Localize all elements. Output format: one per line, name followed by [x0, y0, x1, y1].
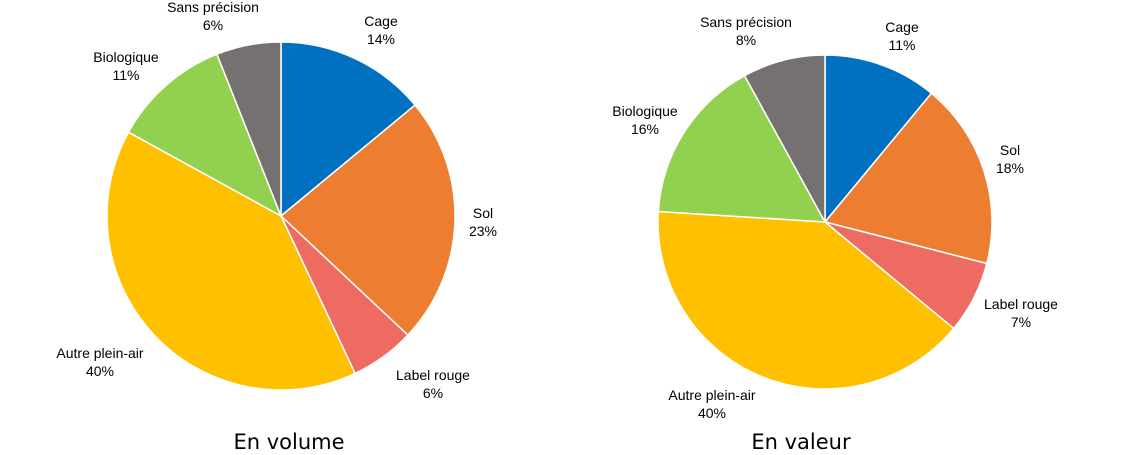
slice-label-label-rouge: Label rouge 7% — [984, 296, 1058, 330]
slice-category-label: Biologique — [612, 103, 678, 119]
slice-value-label: 23% — [469, 223, 497, 239]
slice-label-label-rouge: Label rouge 6% — [396, 367, 470, 401]
pie-chart-value: Cage 11% Sol 18% Label rouge 7% Autre plein-ai… — [612, 14, 1058, 421]
slice-value-label: 11% — [113, 67, 140, 83]
slice-label-cage: Cage 14% — [364, 13, 398, 47]
slice-label-autre-plein-air: Autre plein-air 40% — [56, 345, 143, 379]
slice-label-sans-precision: Sans précision 6% — [167, 0, 259, 33]
slice-value-label: 16% — [631, 121, 659, 137]
chart-title-value: En valeur — [751, 430, 851, 454]
pie-slice-biologique — [127, 53, 282, 217]
slice-label-sol: Sol 23% — [469, 205, 497, 239]
slice-category-label: Sol — [1000, 142, 1020, 158]
slice-label-sol: Sol 18% — [996, 142, 1024, 176]
slice-label-autre-plein-air: Autre plein-air 40% — [668, 387, 755, 421]
slice-category-label: Cage — [364, 13, 398, 29]
slice-value-label: 18% — [996, 160, 1024, 176]
slice-value-label: 8% — [736, 32, 756, 48]
slice-category-label: Label rouge — [396, 367, 470, 383]
pie-chart-volume: Cage 14% Sol 23% Label rouge 6% Autre plein-ai… — [56, 0, 497, 401]
pie-slice-autre-plein-air — [657, 210, 955, 390]
pie-slice-biologique — [657, 74, 826, 223]
slice-value-label: 14% — [367, 31, 395, 47]
slice-value-label: 40% — [698, 405, 726, 421]
slice-category-label: Sans précision — [700, 14, 792, 30]
slice-category-label: Label rouge — [984, 296, 1058, 312]
slice-value-label: 11% — [889, 37, 916, 53]
chart-title-volume: En volume — [233, 430, 344, 454]
pie-slice-sol — [280, 104, 456, 336]
pie-slice-sans-precision — [743, 54, 826, 223]
slice-value-label: 7% — [1011, 314, 1031, 330]
pie-slice-sans-precision — [216, 41, 282, 217]
pie-slice-autre-plein-air — [106, 131, 356, 391]
pie-slice-sol — [824, 92, 993, 265]
slice-value-label: 6% — [203, 17, 223, 33]
slice-category-label: Autre plein-air — [668, 387, 755, 403]
slice-category-label: Sol — [473, 205, 493, 221]
slice-category-label: Biologique — [93, 49, 159, 65]
slice-label-sans-precision: Sans précision 8% — [700, 14, 792, 48]
pie-slice-cage — [280, 41, 416, 217]
slice-label-biologique: Biologique 11% — [93, 49, 159, 83]
pie-slice-cage — [824, 54, 933, 223]
slice-category-label: Cage — [885, 19, 919, 35]
slice-value-label: 6% — [423, 385, 443, 401]
slice-category-label: Sans précision — [167, 0, 259, 15]
slice-label-biologique: Biologique 16% — [612, 103, 678, 137]
slice-category-label: Autre plein-air — [56, 345, 143, 361]
slice-value-label: 40% — [86, 363, 114, 379]
slice-label-cage: Cage 11% — [885, 19, 919, 53]
